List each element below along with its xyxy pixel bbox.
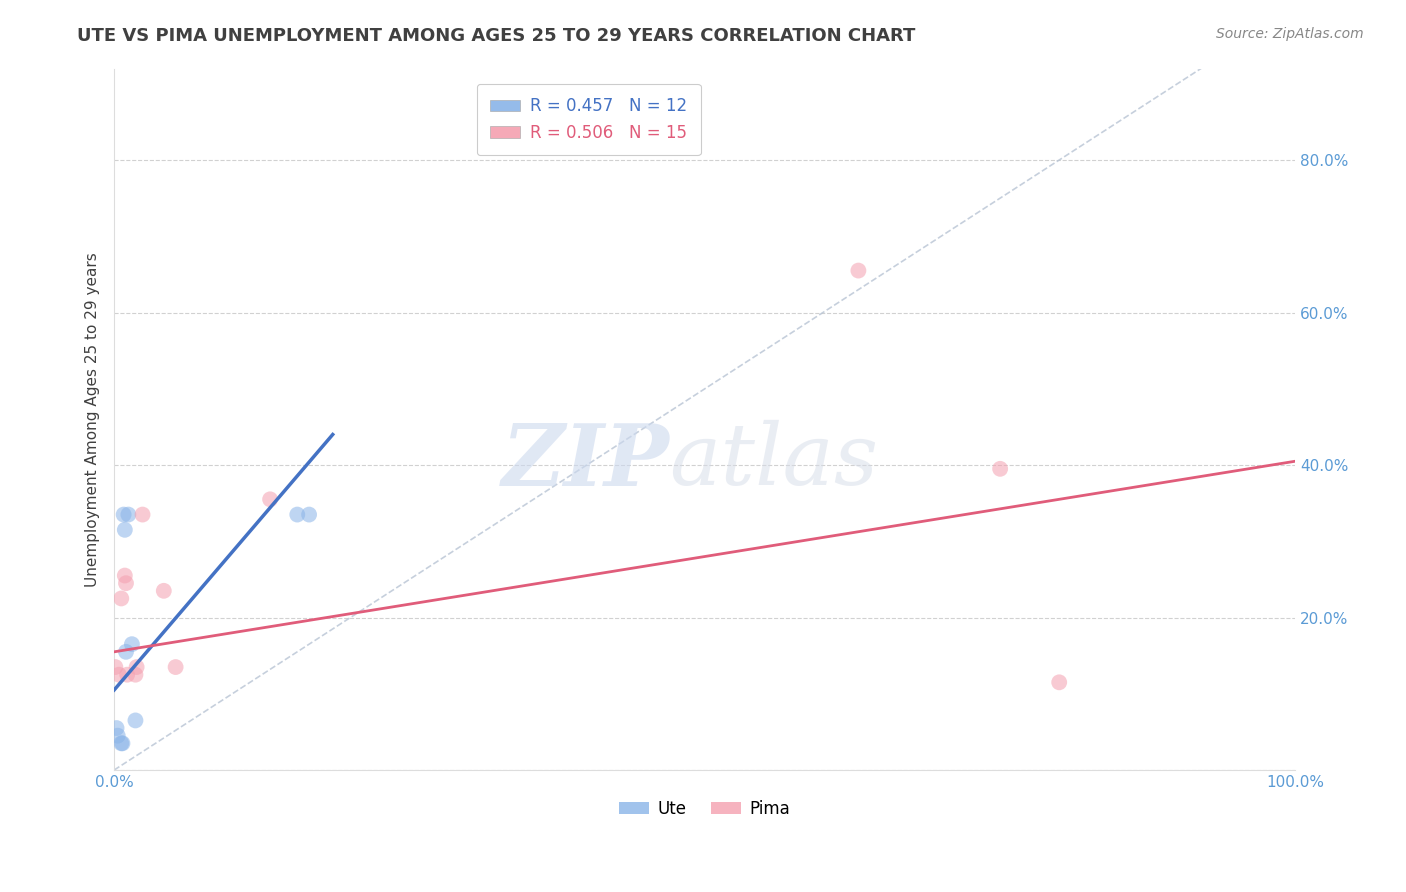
Point (111, 736, 134, 750)
Point (131, 508, 153, 522)
Point (285, 508, 308, 522)
Point (259, 492, 281, 507)
Point (121, 637, 143, 651)
Legend: Ute, Pima: Ute, Pima (613, 794, 797, 825)
Point (107, 729, 129, 743)
Point (848, 263, 870, 277)
Point (115, 576, 138, 591)
Point (988, 462, 1011, 476)
Text: atlas: atlas (669, 420, 879, 503)
Point (110, 591, 132, 606)
Point (165, 660, 187, 674)
Point (112, 508, 135, 522)
Point (298, 508, 321, 522)
Point (114, 523, 136, 537)
Point (117, 508, 139, 522)
Point (108, 667, 131, 681)
Point (124, 667, 146, 681)
Y-axis label: Unemployment Among Ages 25 to 29 years: Unemployment Among Ages 25 to 29 years (86, 252, 100, 587)
Point (115, 645, 138, 659)
Point (105, 721, 128, 735)
Point (104, 660, 127, 674)
Point (1047, 675, 1070, 690)
Point (125, 660, 148, 674)
Point (110, 736, 132, 750)
Point (115, 667, 138, 681)
Point (153, 583, 176, 598)
Text: Source: ZipAtlas.com: Source: ZipAtlas.com (1216, 27, 1364, 41)
Point (124, 714, 146, 728)
Text: ZIP: ZIP (502, 419, 669, 503)
Text: UTE VS PIMA UNEMPLOYMENT AMONG AGES 25 TO 29 YEARS CORRELATION CHART: UTE VS PIMA UNEMPLOYMENT AMONG AGES 25 T… (77, 27, 915, 45)
Point (114, 568, 136, 582)
